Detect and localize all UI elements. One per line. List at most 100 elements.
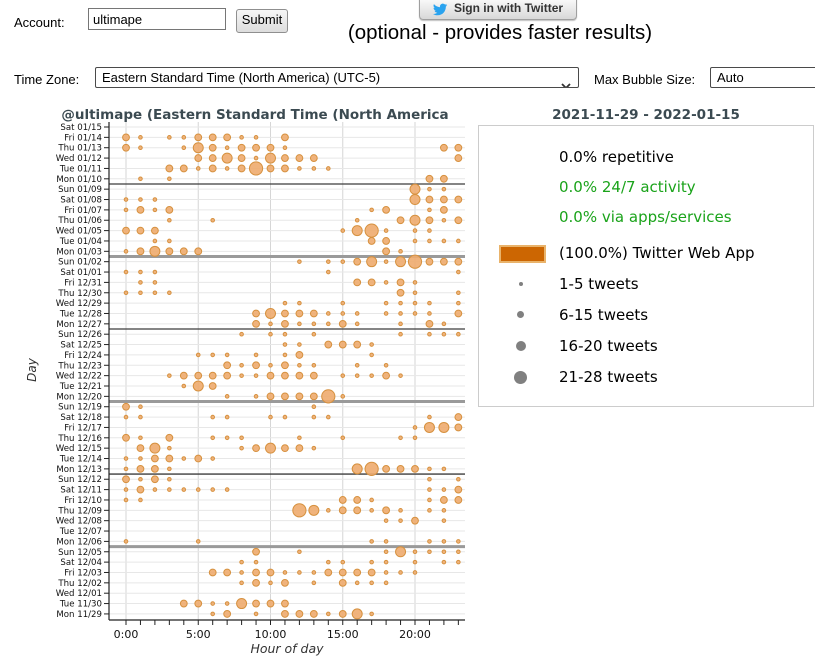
bubble — [324, 568, 333, 577]
sign-in-with-twitter-button[interactable]: Sign in with Twitter — [419, 0, 577, 20]
legend-size-1: 1-5 tweets — [559, 275, 639, 293]
bubble — [208, 133, 217, 142]
bubble — [440, 195, 448, 204]
day-tick-label: Thu 12/23 — [57, 361, 102, 371]
bubble — [122, 143, 130, 152]
day-tick-label: Tue 01/11 — [59, 164, 102, 174]
bubble — [456, 331, 461, 337]
bubble — [441, 487, 447, 492]
bubble — [383, 559, 389, 565]
bubble — [149, 245, 161, 257]
bubble — [167, 487, 172, 492]
twitter-web-app-swatch — [499, 245, 546, 263]
bubble — [181, 456, 187, 461]
bubble — [224, 394, 230, 399]
bubble — [239, 135, 244, 140]
bubble — [295, 392, 304, 401]
bubble — [266, 164, 275, 173]
legend-box: 0.0% repetitive 0.0% 24/7 activity 0.0% … — [478, 125, 814, 407]
bubble — [167, 176, 172, 182]
bubble — [454, 485, 463, 494]
bubble — [195, 487, 201, 492]
bubble — [165, 433, 174, 442]
bubble — [224, 435, 230, 441]
bubble — [208, 371, 217, 380]
bubble — [326, 321, 331, 327]
bubble — [338, 578, 347, 587]
bubble — [369, 559, 374, 565]
bubble — [311, 445, 317, 451]
bubble — [412, 238, 418, 244]
bubble — [366, 256, 378, 268]
timezone-select[interactable]: Eastern Standard Time (North America) (U… — [95, 67, 579, 88]
bubble — [326, 259, 331, 264]
bubble — [138, 197, 143, 202]
bubble — [268, 321, 273, 327]
bubble — [311, 580, 317, 586]
bubble — [353, 257, 362, 266]
bubble — [340, 435, 346, 441]
bubble — [208, 164, 217, 173]
bubble — [326, 508, 331, 513]
day-tick-label: Thu 12/09 — [57, 506, 102, 516]
timezone-label: Time Zone: — [14, 72, 80, 87]
bubble — [425, 195, 434, 204]
bubble — [353, 568, 362, 577]
bubble — [395, 546, 407, 558]
legend-repetitive: 0.0% repetitive — [559, 148, 674, 166]
day-tick-label: Wed 12/01 — [56, 589, 102, 599]
bubble — [308, 504, 320, 516]
bubble — [208, 382, 217, 390]
bubble — [295, 371, 304, 380]
bubble — [412, 435, 418, 441]
bubble — [268, 414, 273, 420]
bubble — [338, 340, 347, 349]
bubble — [224, 601, 230, 606]
day-tick-label: Mon 01/03 — [56, 247, 102, 257]
bubble — [383, 228, 389, 233]
bubble — [427, 549, 432, 555]
bubble — [281, 361, 289, 370]
day-tick-label: Sun 01/02 — [58, 258, 102, 268]
bubble — [192, 142, 204, 154]
bubble — [194, 599, 203, 608]
bubble — [340, 228, 346, 233]
bubble — [324, 340, 333, 349]
vertical-gridlines — [125, 122, 416, 620]
bubble — [123, 539, 129, 544]
size-dot-4 — [514, 371, 527, 384]
account-input[interactable] — [88, 8, 226, 30]
submit-button[interactable]: Submit — [236, 9, 288, 33]
bubble — [367, 278, 376, 287]
day-tick-label: Sat 12/11 — [60, 486, 102, 496]
bubble — [295, 351, 304, 359]
bubble — [351, 463, 363, 475]
bubble — [297, 570, 302, 575]
bubble — [441, 217, 447, 223]
bubble — [138, 435, 143, 441]
bubble — [167, 445, 172, 451]
bubble — [456, 549, 461, 555]
bubble — [369, 539, 374, 544]
bubble — [221, 152, 233, 164]
max-bubble-size-select[interactable]: Auto — [710, 67, 815, 88]
day-tick-label: Tue 12/14 — [59, 455, 102, 465]
bubble — [167, 476, 172, 482]
bubble — [427, 238, 432, 244]
bubble — [282, 342, 288, 347]
bubble — [224, 487, 230, 492]
bubble — [427, 414, 432, 420]
day-tick-label: Wed 01/05 — [56, 227, 102, 237]
bubble — [208, 143, 217, 152]
bubble — [282, 145, 288, 151]
bubble — [152, 280, 158, 285]
size-dot-1 — [519, 282, 523, 286]
bubble — [456, 290, 461, 296]
bubble — [383, 549, 389, 555]
bubble — [223, 568, 232, 577]
bubble — [165, 205, 174, 214]
chart-title: @ultimape (Eastern Standard Time (North … — [61, 107, 449, 123]
bubble — [425, 216, 434, 225]
day-tick-label: Mon 12/06 — [56, 537, 102, 547]
bubble — [252, 309, 260, 318]
